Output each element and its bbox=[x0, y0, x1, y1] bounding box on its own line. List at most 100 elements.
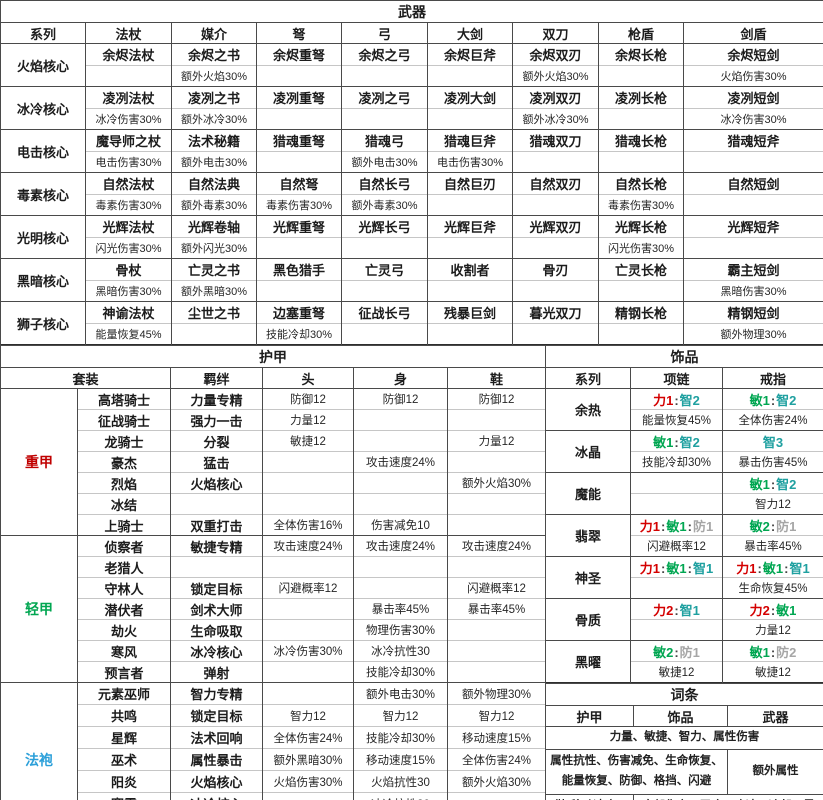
armor-set-name: 烈焰 bbox=[77, 472, 171, 494]
weapon-bonus-cell bbox=[598, 323, 684, 345]
bottom-section: 护甲 套装 羁绊头身鞋重甲 高塔骑士 力量专精 防御12 防御12 防御12 征战骑士 强力一击力… bbox=[0, 345, 823, 800]
weapon-bonus-cell: 额外毒素30% bbox=[341, 194, 428, 216]
accessory-stat-part: 敏2 bbox=[653, 644, 674, 660]
armor-head-stat: 敏捷12 bbox=[262, 430, 354, 452]
affixes-title: 词条 bbox=[545, 683, 823, 706]
armor-set-name: 龙骑士 bbox=[77, 430, 171, 452]
armor-set-row: 重甲 高塔骑士 力量专精 防御12 防御12 防御12 bbox=[0, 388, 546, 536]
weapon-bonus-cell bbox=[598, 65, 684, 87]
armor-shoes-stat: 暴击率45% bbox=[447, 598, 546, 620]
armor-head-stat bbox=[262, 619, 354, 641]
weapon-name-cell: 余烬双刃 bbox=[512, 43, 599, 66]
weapon-name-cell: 余烬法杖 bbox=[85, 43, 172, 66]
weapon-bonus-row: 电击伤害30% 额外电击30% 额外电击30% 电击伤害30% bbox=[1, 151, 823, 173]
weapon-bonus-cell bbox=[256, 108, 342, 130]
armor-bond-cell: 力量专精 bbox=[170, 388, 263, 410]
weapon-name-cell: 神谕法杖 bbox=[85, 301, 172, 324]
armor-shoes-stat bbox=[447, 619, 546, 641]
weapon-bonus-row: 额外火焰30% 额外火焰30% 火焰伤害30% bbox=[1, 65, 823, 87]
weapon-bonus-cell bbox=[427, 323, 513, 345]
weapon-name-cell: 光辉长弓 bbox=[341, 215, 428, 238]
accessory-stat-line: 力1:敏1:防1 bbox=[630, 514, 723, 536]
weapon-name-row: 电击核心 魔导师之杖 法术秘籍 猎魂重弩 猎魂弓 猎魂巨斧 猎魂双刀 猎魂长枪 猎魂短斧 bbox=[0, 129, 823, 173]
affix-cell: 全部伤害、召唤、攻速、冷却、暴率、暴伤 bbox=[633, 794, 823, 800]
accessory-necklace-bonus bbox=[630, 493, 723, 515]
weapons-header-row: 系列 法杖 媒介弩弓大剑 双刀 枪盾 剑盾 bbox=[0, 22, 823, 44]
weapon-name-row: 毒素核心 自然法杖 自然法典 自然弩 自然长弓 自然巨刃 自然双刃 自然长枪 自然短剑 bbox=[0, 172, 823, 216]
weapon-name-cell: 亡灵长枪 bbox=[598, 258, 684, 281]
weapon-bonus-cell: 闪光伤害30% bbox=[85, 237, 172, 259]
accessory-stat-line: 敏2:防1 bbox=[722, 514, 823, 536]
accessory-stat-part: 防1 bbox=[679, 644, 700, 660]
accessory-stat-part: 力1 bbox=[736, 560, 757, 576]
affix-cell: 力量、敏捷、智力、属性伤害 bbox=[545, 726, 823, 750]
weapon-bonus-cell: 额外黑暗30% bbox=[171, 280, 257, 302]
accessory-stat-line: 智3 bbox=[722, 430, 823, 452]
armor-bond-cell: 属性暴击 bbox=[170, 748, 263, 771]
weapon-name-cell: 亡灵之书 bbox=[171, 258, 257, 281]
weapon-bonus-cell bbox=[598, 280, 684, 302]
weapon-bonus-cell: 额外冰冷30% bbox=[171, 108, 257, 130]
affix-cell: 属性抗性、伤害减免、生命恢复、能量恢复、防御、格挡、闪避 bbox=[545, 749, 728, 795]
accessory-stat-part: 敏1 bbox=[666, 560, 687, 576]
affix-column-header: 武器 bbox=[727, 705, 823, 727]
armor-shoes-stat: 闪避概率12 bbox=[447, 577, 546, 599]
accessories-header-row: 系列 项链 戒指 bbox=[545, 367, 823, 389]
armor-body-stat: 物理伤害30% bbox=[353, 619, 448, 641]
accessory-stat-line: 敏1:智2 bbox=[630, 430, 723, 452]
weapon-name-cell: 收割者 bbox=[427, 258, 513, 281]
armor-shoes-stat: 智力12 bbox=[447, 704, 546, 727]
weapon-series-name: 火焰核心 bbox=[0, 43, 86, 87]
weapon-name-cell: 尘世之书 bbox=[171, 301, 257, 324]
weapon-bonus-cell bbox=[341, 237, 428, 259]
weapon-bonus-cell: 技能冷却30% bbox=[256, 323, 342, 345]
weapon-name-cell: 余烬重弩 bbox=[256, 43, 342, 66]
armor-shoes-stat: 全体伤害24% bbox=[447, 748, 546, 771]
armor-bond-cell: 冰冷核心 bbox=[170, 640, 263, 662]
weapon-bonus-cell: 黑暗伤害30% bbox=[682, 280, 823, 302]
accessory-bonus-row: 智力12 bbox=[546, 493, 823, 515]
weapon-bonus-cell: 额外物理30% bbox=[682, 323, 823, 345]
accessory-ring-bonus: 敏捷12 bbox=[722, 661, 823, 683]
accessory-stat-part: 智3 bbox=[762, 434, 784, 450]
accessory-stat-part: 智1 bbox=[789, 560, 810, 576]
weapon-bonus-cell: 毒素伤害30% bbox=[598, 194, 684, 216]
armor-bond-cell: 剑术大师 bbox=[170, 598, 263, 620]
armor-body-stat: 防御12 bbox=[353, 388, 448, 410]
weapon-name-cell: 猎魂巨斧 bbox=[427, 129, 513, 152]
weapon-bonus-cell: 毒素伤害30% bbox=[256, 194, 342, 216]
stat-separator: : bbox=[674, 602, 679, 618]
accessory-stat-part: 防2 bbox=[776, 644, 797, 660]
armor-shoes-stat: 额外物理30% bbox=[447, 682, 546, 705]
weapon-name-cell: 凌冽双刃 bbox=[512, 86, 599, 109]
accessories-column-header: 系列 bbox=[545, 367, 631, 389]
weapon-bonus-cell bbox=[256, 65, 342, 87]
armor-head-stat bbox=[262, 661, 354, 683]
accessory-necklace-bonus: 能量恢复45% bbox=[630, 409, 723, 431]
armor-head-stat: 冰冷伤害30% bbox=[262, 640, 354, 662]
weapon-name-row: 黑暗核心 骨杖 亡灵之书 黑色猎手 亡灵弓 收割者 骨刃 亡灵长枪 霸主短剑 bbox=[0, 258, 823, 302]
armor-set-row: 征战骑士 强力一击 力量12 bbox=[1, 409, 546, 431]
armor-head-stat: 力量12 bbox=[262, 409, 354, 431]
stat-separator: : bbox=[770, 476, 776, 492]
accessory-series-name: 冰晶 bbox=[545, 430, 631, 473]
accessory-bonus-row: 能量恢复45% 全体伤害24% bbox=[546, 409, 823, 431]
accessory-series-name: 翡翠 bbox=[545, 514, 631, 557]
accessory-stat-line: 力1:智2 bbox=[630, 388, 723, 410]
accessory-stat-row: 骨质 力2:智1 力2:敏1 bbox=[545, 598, 823, 641]
accessories-column-header: 戒指 bbox=[722, 367, 823, 389]
armor-column-header: 套装 bbox=[0, 367, 171, 389]
affixes-table: 词条 护甲 饰品 武器 力量、敏捷、智力、属性伤害 属性抗性、伤害减免、生命恢复、能量恢复… bbox=[545, 683, 823, 800]
accessory-necklace-bonus: 技能冷却30% bbox=[630, 451, 723, 473]
weapon-name-cell: 骨杖 bbox=[85, 258, 172, 281]
accessory-stat-row: 黑曜 敏2:防1 敏1:防2 bbox=[545, 640, 823, 683]
accessory-stat-part: 防1 bbox=[692, 518, 714, 534]
armor-section: 护甲 套装 羁绊头身鞋重甲 高塔骑士 力量专精 防御12 防御12 防御12 征战骑士 强力一击力… bbox=[0, 345, 546, 800]
weapon-bonus-cell: 闪光伤害30% bbox=[598, 237, 684, 259]
armor-head-stat bbox=[262, 792, 354, 800]
armor-set-name: 星辉 bbox=[77, 726, 171, 749]
weapon-name-cell: 猎魂短斧 bbox=[682, 129, 823, 152]
stat-separator: : bbox=[674, 644, 679, 660]
weapon-bonus-cell bbox=[427, 194, 513, 216]
weapon-column-header: 弓 bbox=[341, 22, 428, 44]
